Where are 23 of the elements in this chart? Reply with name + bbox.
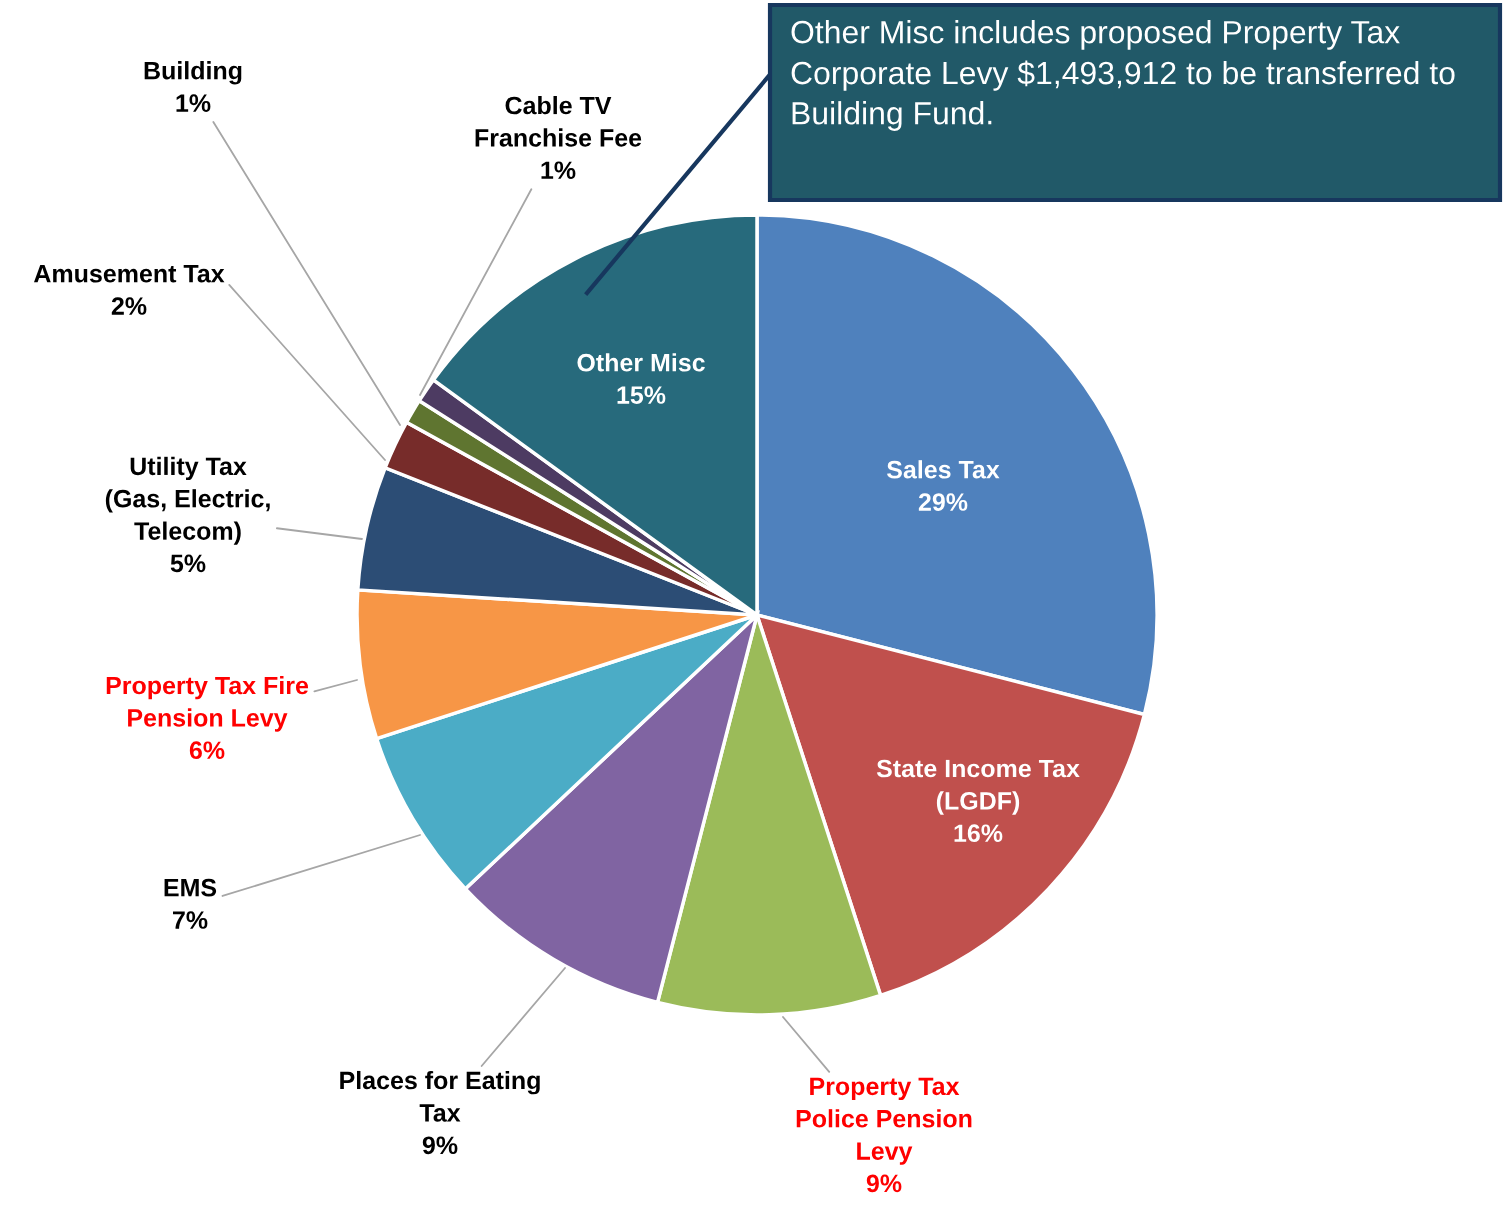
slice-label: Utility Tax (Gas, Electric, Telecom)	[105, 456, 270, 545]
slice-label: EMS	[164, 878, 217, 897]
data-label: 1%	[541, 161, 576, 180]
slice-label: Amusement Tax	[33, 265, 225, 283]
slice-label: State Income Tax (LGDF)	[876, 759, 1080, 815]
text: Other Misc includes proposed Property Tax Corporate Levy $1,493,912 to be transferred to Building Fund.	[791, 20, 1455, 131]
data-label: 16%	[954, 824, 1003, 843]
slice-label: Sales Tax	[886, 460, 1000, 479]
slice-label: Places for Eating Tax	[340, 1070, 540, 1122]
data-label: 2%	[111, 297, 147, 315]
data-label: 29%	[918, 493, 968, 511]
data-label: 5%	[170, 554, 206, 573]
data-label: 9%	[866, 1174, 902, 1193]
data-label: 9%	[422, 1136, 458, 1155]
slice-label: Cable TV Franchise Fee	[475, 95, 642, 147]
data-label: 7%	[173, 911, 208, 929]
data-label: 1%	[176, 94, 211, 112]
slice-label: Building	[144, 61, 242, 85]
slice-label: Property Tax Police Pension Levy	[796, 1077, 972, 1165]
slice-label: Other Misc	[577, 353, 705, 372]
data-label: 6%	[189, 741, 225, 760]
data-label: 15%	[617, 386, 666, 404]
slice-label: Property Tax Fire Pension Levy	[106, 675, 309, 732]
